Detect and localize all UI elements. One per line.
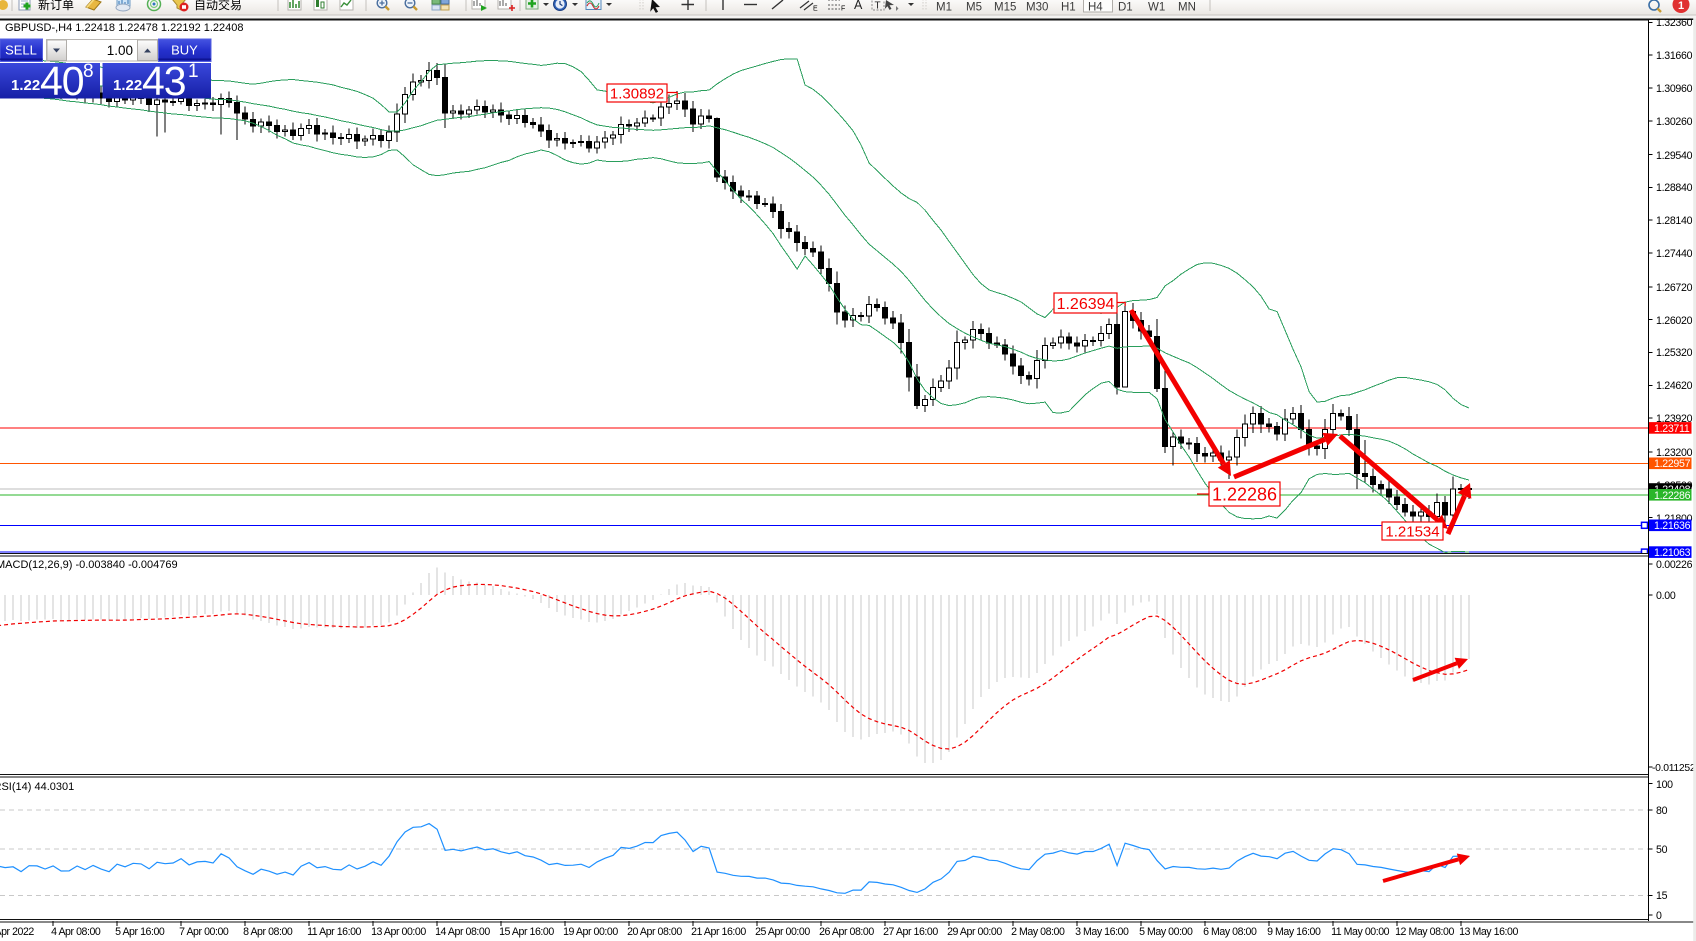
svg-text:14 Apr 08:00: 14 Apr 08:00 — [435, 926, 490, 938]
svg-text:F: F — [841, 6, 845, 13]
svg-text:0: 0 — [1656, 910, 1662, 922]
svg-text:GBPUSD-,H4 1.22418 1.22478 1.: GBPUSD-,H4 1.22418 1.22478 1.22192 1.224… — [5, 22, 244, 34]
svg-text:M15: M15 — [994, 2, 1016, 14]
svg-text:6 May 08:00: 6 May 08:00 — [1203, 926, 1257, 938]
svg-text:1.23711: 1.23711 — [1654, 423, 1690, 435]
svg-text:8 Apr 08:00: 8 Apr 08:00 — [243, 926, 293, 938]
svg-text:13 Apr 00:00: 13 Apr 00:00 — [371, 926, 426, 938]
svg-text:1.30960: 1.30960 — [1656, 83, 1693, 95]
svg-text:0.00226: 0.00226 — [1656, 559, 1693, 571]
svg-text:RSI(14) 44.0301: RSI(14) 44.0301 — [0, 781, 74, 793]
svg-text:1.21063: 1.21063 — [1654, 547, 1691, 559]
svg-text:1.26394: 1.26394 — [1057, 296, 1115, 313]
svg-text:1: 1 — [188, 61, 199, 82]
svg-text:SELL: SELL — [5, 43, 37, 58]
svg-text:MACD(12,26,9) -0.003840 -0.004: MACD(12,26,9) -0.003840 -0.004769 — [0, 559, 178, 571]
svg-text:-0.011252: -0.011252 — [1652, 763, 1696, 774]
svg-text:A: A — [854, 0, 863, 12]
svg-text:1.28840: 1.28840 — [1656, 182, 1693, 194]
svg-text:M5: M5 — [966, 2, 982, 14]
svg-text:8: 8 — [83, 61, 94, 82]
svg-text:2 May 08:00: 2 May 08:00 — [1011, 926, 1065, 938]
svg-text:1.29540: 1.29540 — [1656, 150, 1693, 162]
svg-text:1.28140: 1.28140 — [1656, 215, 1693, 227]
svg-text:1 Apr 2022: 1 Apr 2022 — [0, 926, 34, 938]
svg-text:5 May 00:00: 5 May 00:00 — [1139, 926, 1193, 938]
svg-text:9 May 16:00: 9 May 16:00 — [1267, 926, 1321, 938]
svg-text:100: 100 — [1656, 779, 1673, 791]
svg-text:5 Apr 16:00: 5 Apr 16:00 — [115, 926, 165, 938]
svg-text:H4: H4 — [1088, 2, 1103, 14]
svg-text:1.31660: 1.31660 — [1656, 50, 1693, 62]
svg-text:0.00: 0.00 — [1656, 590, 1676, 602]
svg-text:20 Apr 08:00: 20 Apr 08:00 — [627, 926, 682, 938]
svg-text:D1: D1 — [1118, 2, 1133, 14]
svg-text:25 Apr 00:00: 25 Apr 00:00 — [755, 926, 810, 938]
svg-text:1.30892: 1.30892 — [610, 85, 664, 102]
svg-text:4 Apr 08:00: 4 Apr 08:00 — [51, 926, 101, 938]
svg-text:12 May 08:00: 12 May 08:00 — [1395, 926, 1454, 938]
svg-text:15: 15 — [1656, 890, 1668, 902]
svg-text:21 Apr 16:00: 21 Apr 16:00 — [691, 926, 746, 938]
svg-text:40: 40 — [40, 58, 84, 104]
svg-text:80: 80 — [1656, 805, 1668, 817]
svg-text:1.22286: 1.22286 — [1212, 485, 1277, 505]
svg-text:H1: H1 — [1061, 2, 1076, 14]
svg-text:11 May 00:00: 11 May 00:00 — [1331, 926, 1390, 938]
svg-text:M30: M30 — [1026, 2, 1048, 14]
svg-text:1.22: 1.22 — [113, 77, 142, 94]
svg-text:26 Apr 08:00: 26 Apr 08:00 — [819, 926, 874, 938]
svg-text:1.32360: 1.32360 — [1656, 17, 1693, 29]
svg-text:T: T — [875, 1, 881, 12]
svg-text:1.22957: 1.22957 — [1654, 458, 1691, 470]
svg-text:1.24620: 1.24620 — [1656, 380, 1693, 392]
svg-text:27 Apr 16:00: 27 Apr 16:00 — [883, 926, 938, 938]
svg-text:1.21534: 1.21534 — [1385, 523, 1439, 540]
svg-text:1.25320: 1.25320 — [1656, 347, 1693, 359]
svg-text:1.22286: 1.22286 — [1654, 490, 1691, 502]
svg-text:1.00: 1.00 — [107, 43, 133, 58]
svg-text:13 May 16:00: 13 May 16:00 — [1459, 926, 1518, 938]
svg-text:7 Apr 00:00: 7 Apr 00:00 — [179, 926, 229, 938]
svg-text:W1: W1 — [1148, 2, 1165, 14]
svg-text:MN: MN — [1178, 2, 1196, 14]
svg-text:43: 43 — [142, 58, 186, 104]
svg-text:1.23200: 1.23200 — [1656, 447, 1693, 459]
svg-text:1: 1 — [1678, 0, 1684, 12]
svg-text:50: 50 — [1656, 844, 1668, 856]
svg-text:新订单: 新订单 — [38, 0, 74, 12]
svg-text:1.21636: 1.21636 — [1654, 520, 1691, 532]
svg-text:自动交易: 自动交易 — [194, 0, 242, 12]
svg-text:1.23920: 1.23920 — [1656, 413, 1693, 425]
svg-text:1.22: 1.22 — [11, 77, 40, 94]
svg-text:15 Apr 16:00: 15 Apr 16:00 — [499, 926, 554, 938]
svg-text:M1: M1 — [936, 2, 952, 14]
svg-text:11 Apr 16:00: 11 Apr 16:00 — [307, 926, 361, 938]
svg-text:E: E — [813, 6, 818, 13]
svg-text:3 May 16:00: 3 May 16:00 — [1075, 926, 1129, 938]
svg-text:1.30260: 1.30260 — [1656, 116, 1693, 128]
svg-text:29 Apr 00:00: 29 Apr 00:00 — [947, 926, 1002, 938]
svg-text:1.27440: 1.27440 — [1656, 248, 1693, 260]
svg-text:BUY: BUY — [171, 43, 198, 58]
svg-text:1.26020: 1.26020 — [1656, 315, 1693, 327]
svg-text:1.26720: 1.26720 — [1656, 282, 1693, 294]
svg-text:19 Apr 00:00: 19 Apr 00:00 — [563, 926, 618, 938]
